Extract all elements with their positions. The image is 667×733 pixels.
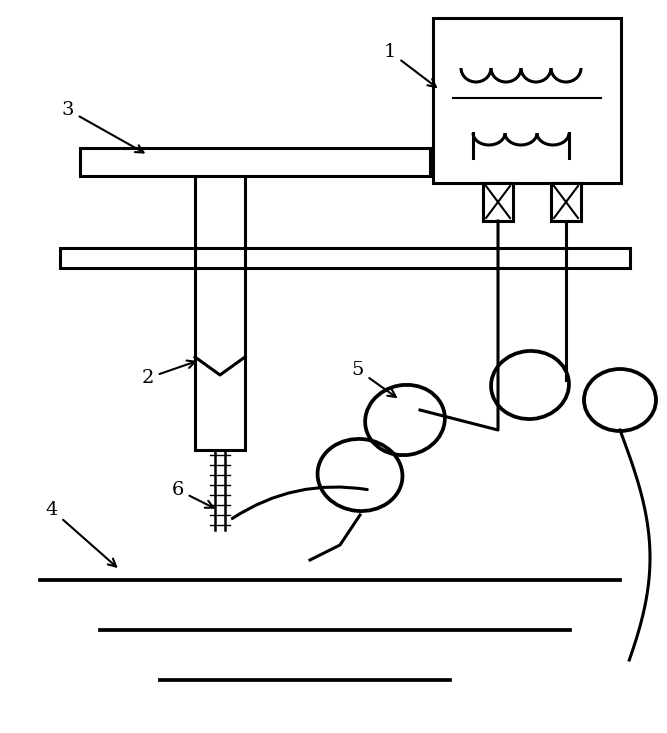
Bar bbox=[60, 248, 630, 268]
Text: 2: 2 bbox=[142, 361, 195, 387]
Text: 4: 4 bbox=[46, 501, 116, 567]
Bar bbox=[483, 183, 513, 221]
Text: 3: 3 bbox=[62, 101, 143, 152]
Text: 5: 5 bbox=[352, 361, 396, 397]
Text: 1: 1 bbox=[384, 43, 436, 87]
Bar bbox=[551, 183, 581, 221]
Text: 6: 6 bbox=[172, 481, 213, 508]
Bar bbox=[433, 18, 621, 183]
Bar bbox=[80, 148, 430, 176]
